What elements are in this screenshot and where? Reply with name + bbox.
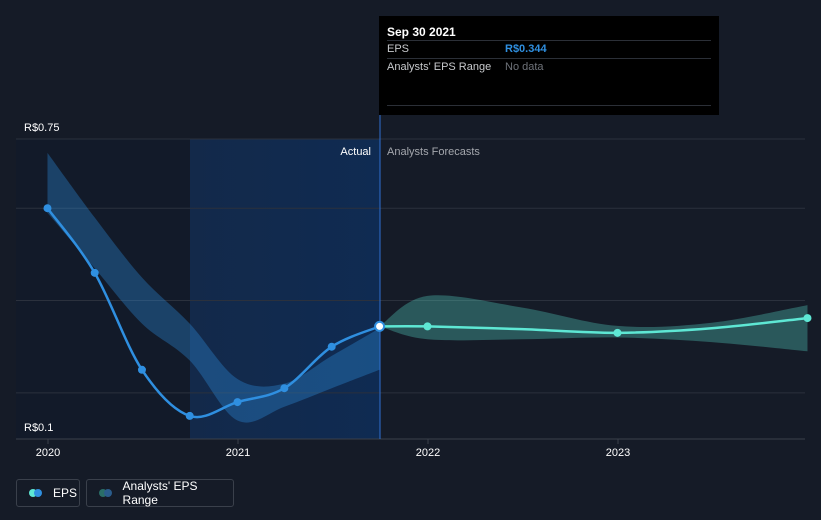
- tooltip-range-label: Analysts' EPS Range: [387, 61, 492, 73]
- eps-tooltip: Sep 30 2021 EPS R$0.344 Analysts' EPS Ra…: [379, 16, 719, 115]
- eps-point-highlighted: [374, 320, 386, 332]
- eps-swatch-dot-forecast: [29, 489, 37, 497]
- eps-range-band-1: [379, 295, 808, 352]
- eps-points: [43, 204, 812, 420]
- eps-actual-line: [46, 206, 381, 419]
- tooltip-range-value: No data: [505, 61, 544, 73]
- legend-range-label: Analysts' EPS Range: [122, 479, 198, 507]
- range-swatch-dot-actual: [104, 489, 112, 497]
- grid-lines: [16, 138, 805, 440]
- y-axis-top-label: R$0.75: [24, 122, 59, 134]
- eps-actual-point: [137, 365, 146, 374]
- eps-actual-point: [90, 268, 99, 277]
- tooltip-eps-label: EPS: [387, 43, 410, 55]
- x-tick-label: 2023: [606, 447, 630, 459]
- eps-actual-point: [185, 411, 194, 420]
- x-axis-ticks: 2020 2021 2022 2023: [36, 439, 630, 459]
- tooltip-eps-value: R$0.344: [505, 43, 547, 55]
- eps-forecast-point: [613, 328, 622, 337]
- range-swatch-dot-forecast: [99, 489, 107, 497]
- range-bands: [47, 152, 808, 423]
- eps-actual-point: [327, 342, 336, 351]
- legend-eps-toggle[interactable]: EPS: [16, 479, 80, 507]
- x-tick-label: 2020: [36, 447, 60, 459]
- tooltip-range-row: Analysts' EPS Range No data: [387, 58, 711, 76]
- actual-section-label: Actual: [340, 146, 371, 158]
- x-tick-label: 2021: [226, 447, 250, 459]
- x-tick-label: 2022: [416, 447, 440, 459]
- eps-actual-point: [43, 204, 52, 213]
- eps-actual-point: [280, 384, 289, 393]
- tooltip-divider: [387, 105, 711, 106]
- y-axis-bottom-label: R$0.1: [24, 422, 53, 434]
- tooltip-eps-row: EPS R$0.344: [387, 40, 711, 58]
- forecast-section-label: Analysts Forecasts: [387, 146, 480, 158]
- eps-actual-point: [233, 398, 242, 407]
- eps-swatch-dot-actual: [34, 489, 42, 497]
- legend-range-toggle[interactable]: Analysts' EPS Range: [86, 479, 234, 507]
- legend-eps-label: EPS: [53, 486, 78, 500]
- tooltip-date: Sep 30 2021: [387, 25, 456, 39]
- eps-forecast-point: [423, 322, 432, 331]
- eps-range-band-0: [47, 152, 380, 423]
- eps-forecast-point: [803, 314, 812, 323]
- eps-swatch-icon: [29, 489, 45, 497]
- range-swatch-icon: [99, 489, 115, 497]
